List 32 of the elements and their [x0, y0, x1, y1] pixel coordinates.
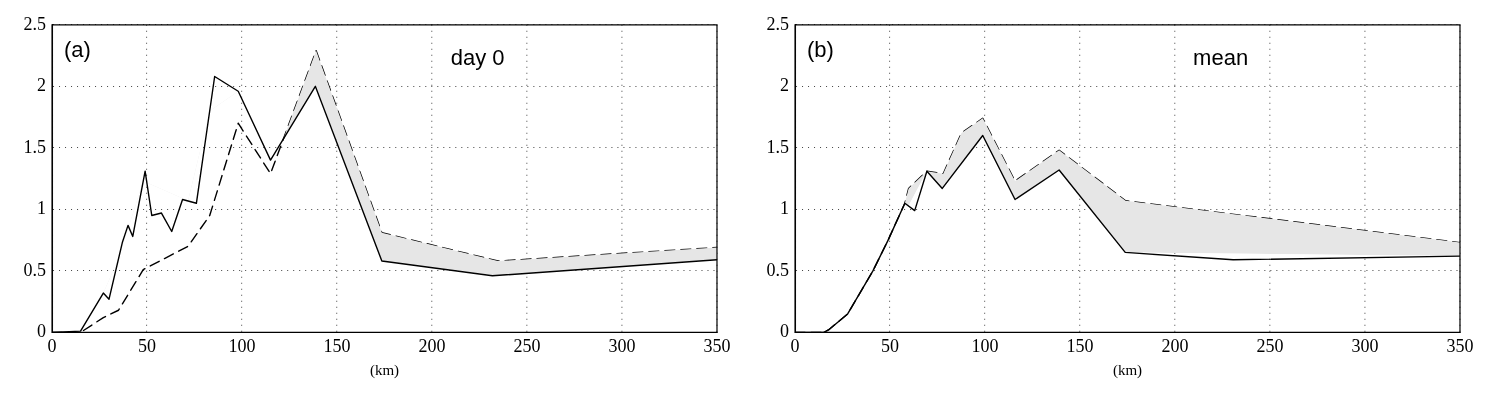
annotation: (a) — [64, 36, 91, 62]
x-tick-label: 250 — [1256, 335, 1283, 356]
x-tick-label: 50 — [138, 335, 157, 356]
x-axis-title: (km) — [1112, 361, 1142, 379]
annotation: (b) — [806, 36, 834, 62]
x-tick-label: 150 — [323, 335, 351, 356]
y-tick-label: 0 — [779, 321, 789, 342]
x-tick-label: 300 — [1350, 335, 1378, 356]
x-tick-label: 350 — [1445, 335, 1473, 356]
y-tick-label: 2 — [37, 75, 47, 96]
annotation: mean — [1192, 44, 1248, 70]
y-tick-label: 0.5 — [766, 259, 789, 280]
x-tick-label: 150 — [1066, 335, 1094, 356]
x-tick-label: 250 — [513, 335, 541, 356]
x-tick-label: 350 — [703, 335, 731, 356]
y-tick-label: 0 — [37, 321, 47, 342]
y-tick-label: 1 — [37, 198, 47, 219]
y-tick-label: 1 — [779, 198, 789, 219]
x-tick-label: 100 — [971, 335, 999, 356]
y-tick-label: 2.5 — [23, 13, 47, 34]
annotation: day 0 — [450, 44, 505, 70]
x-tick-label: 300 — [608, 335, 636, 356]
y-tick-label: 1.5 — [766, 136, 789, 157]
x-tick-label: 200 — [1161, 335, 1189, 356]
x-tick-label: 200 — [418, 335, 446, 356]
y-tick-label: 2 — [779, 75, 789, 96]
x-tick-label: 50 — [880, 335, 899, 356]
x-tick-label: 100 — [228, 335, 256, 356]
y-tick-label: 2.5 — [766, 13, 789, 34]
x-axis-title: (km) — [369, 361, 400, 379]
y-tick-label: 1.5 — [23, 136, 47, 157]
y-tick-label: 0.5 — [23, 259, 47, 280]
